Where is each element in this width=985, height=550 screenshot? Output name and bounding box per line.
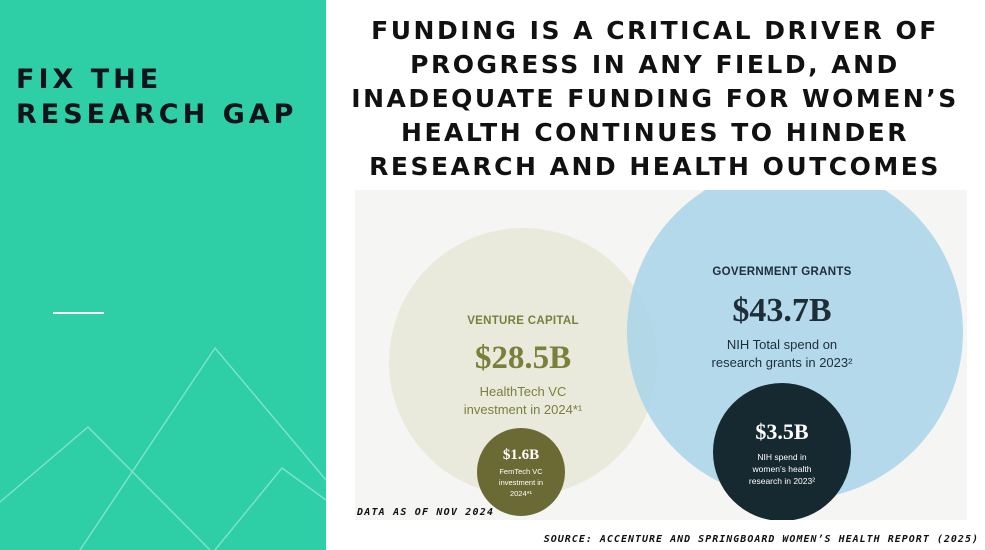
panel-title: FIX THE RESEARCH GAP	[16, 64, 298, 130]
womens-health-circle	[713, 383, 851, 520]
vc-amount: $28.5B	[475, 340, 571, 376]
femtech-desc-line3: 2024*¹	[510, 489, 533, 498]
funding-diagram: VENTURE CAPITAL $28.5B HealthTech VC inv…	[355, 190, 967, 520]
funding-circles: VENTURE CAPITAL $28.5B HealthTech VC inv…	[389, 190, 963, 520]
femtech-desc-line1: FemTech VC	[499, 467, 543, 476]
womens-health-desc-line3: research in 2023²	[749, 476, 815, 486]
panel-divider	[53, 312, 104, 314]
femtech-amount: $1.6B	[503, 447, 539, 463]
grants-amount: $43.7B	[732, 292, 831, 329]
grants-desc-line1: NIH Total spend on	[727, 337, 837, 352]
source-note: SOURCE: ACCENTURE AND SPRINGBOARD WOMEN’…	[543, 534, 979, 545]
grants-label: GOVERNMENT GRANTS	[712, 266, 851, 278]
femtech-desc-line2: investment in	[499, 478, 543, 487]
data-as-of-note: DATA AS OF NOV 2024	[357, 507, 495, 518]
government-grants-circle	[627, 190, 963, 500]
side-panel: FIX THE RESEARCH GAP	[0, 0, 326, 550]
womens-health-desc-line1: NIH spend in	[757, 452, 806, 462]
womens-health-desc-line2: women’s health	[752, 464, 812, 474]
mountain-lines-decoration	[0, 346, 326, 550]
headline: FUNDING IS A CRITICAL DRIVER OF PROGRESS…	[351, 16, 959, 181]
vc-desc-line2: investment in 2024*¹	[464, 402, 583, 417]
womens-health-amount: $3.5B	[755, 419, 809, 444]
grants-desc-line2: research grants in 2023²	[712, 355, 854, 370]
venture-capital-circle	[389, 228, 657, 496]
femtech-circle	[477, 428, 565, 516]
vc-desc-line1: HealthTech VC	[480, 384, 567, 399]
vc-label: VENTURE CAPITAL	[467, 315, 579, 327]
